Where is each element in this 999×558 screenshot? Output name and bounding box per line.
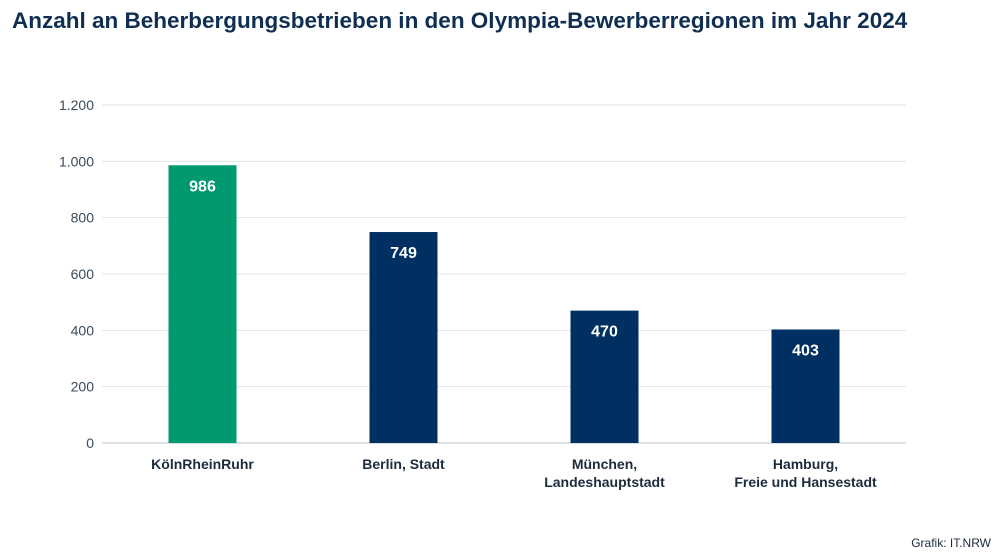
bar	[168, 165, 237, 443]
y-tick-label: 600	[71, 266, 95, 282]
source-credit: Grafik: IT.NRW	[911, 536, 991, 550]
y-tick-label: 1.200	[59, 97, 94, 113]
x-tick-label: KölnRheinRuhr	[151, 456, 254, 472]
x-tick-label: Hamburg, Freie und Hansestadt	[734, 456, 877, 490]
data-label: 403	[792, 342, 819, 359]
y-axis: 0 200 400 600 800 1.000 1.200	[59, 97, 94, 451]
data-labels: 986 749 470 403	[189, 178, 819, 359]
data-label: 749	[390, 245, 417, 262]
y-tick-label: 400	[71, 322, 95, 338]
y-tick-label: 0	[86, 435, 94, 451]
chart-title: Anzahl an Beherbergungsbetrieben in den …	[12, 8, 908, 33]
x-tick-label: Berlin, Stadt	[362, 456, 445, 472]
bar	[369, 232, 438, 443]
bar	[771, 329, 840, 443]
bars	[168, 165, 840, 443]
x-axis: KölnRheinRuhr Berlin, Stadt München, Landes…	[151, 456, 877, 490]
y-tick-label: 1.000	[59, 153, 94, 169]
data-label: 986	[189, 178, 216, 195]
y-tick-label: 200	[71, 379, 95, 395]
bar	[570, 310, 639, 443]
y-tick-label: 800	[71, 210, 95, 226]
data-label: 470	[591, 324, 618, 341]
x-tick-label: München, Landeshauptstadt	[544, 456, 665, 490]
